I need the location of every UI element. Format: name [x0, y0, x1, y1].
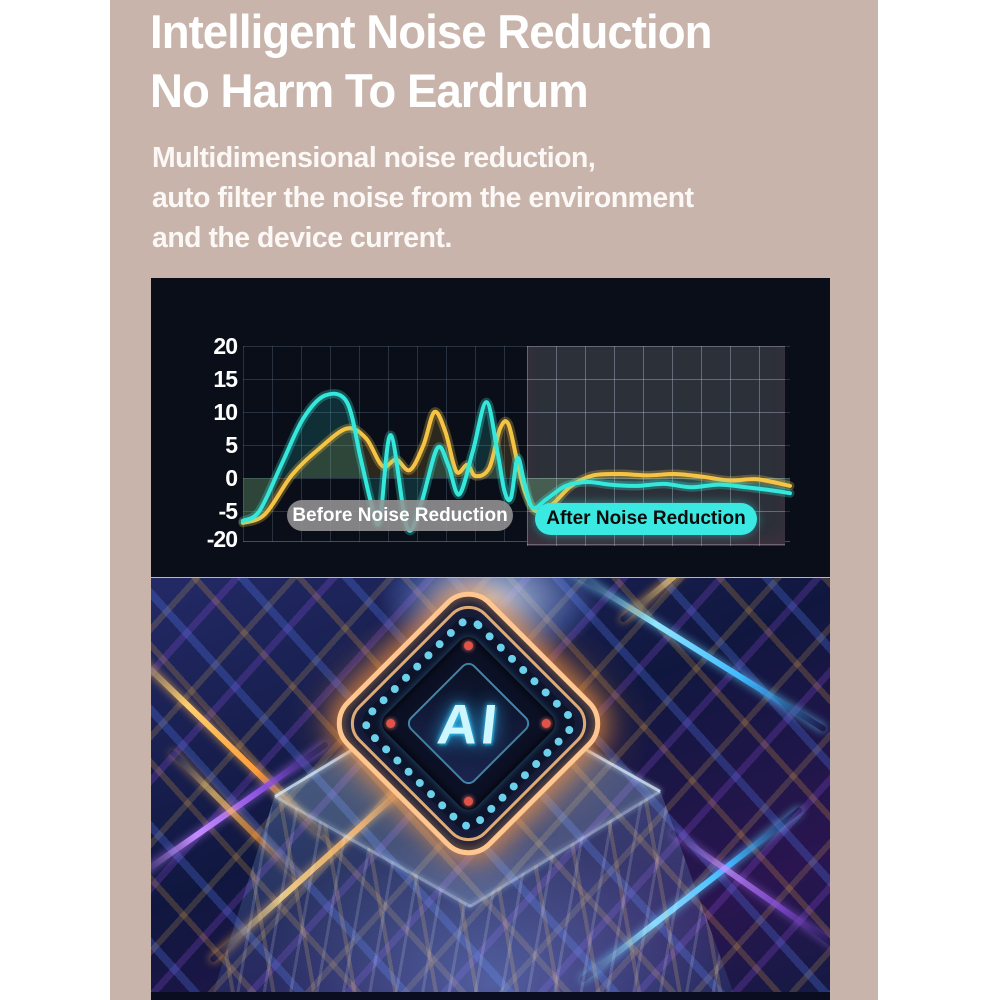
beige-card: Intelligent Noise Reduction No Harm To E… [110, 0, 878, 1000]
y-tick-label: 5 [225, 431, 238, 458]
noise-waveform [238, 389, 795, 536]
ai-label: AI [434, 692, 503, 755]
before-noise-pill: Before Noise Reduction [287, 500, 513, 531]
chip-corner-dot [462, 794, 475, 808]
y-tick-label: 15 [213, 365, 238, 392]
chip-corner-dot [384, 717, 398, 730]
after-noise-pill: After Noise Reduction [535, 503, 757, 535]
y-tick-label: 20 [213, 332, 238, 359]
bottom-shadow-band [151, 992, 830, 1000]
circuit-trace [569, 578, 828, 733]
y-tick-label: -20 [206, 525, 238, 552]
page-title: Intelligent Noise Reduction No Harm To E… [150, 2, 829, 120]
subtitle-line-1: Multidimensional noise reduction, [152, 142, 596, 174]
chip-corner-dot [462, 639, 475, 653]
title-line-2: No Harm To Eardrum [150, 64, 589, 117]
y-axis-ticks: 20 15 10 5 0 -5 -20 [177, 278, 238, 577]
y-tick-label: -5 [218, 497, 238, 524]
y-tick-label: 10 [213, 398, 238, 425]
subtitle-line-2: auto filter the noise from the environme… [152, 182, 694, 214]
subtitle: Multidimensional noise reduction, auto f… [152, 138, 799, 258]
noise-chart-panel: 20 15 10 5 0 -5 -20 Before Noise Reduction Aft… [151, 278, 830, 577]
y-tick-label: 0 [225, 464, 238, 491]
ai-chip-image: AI [151, 578, 830, 1000]
title-line-1: Intelligent Noise Reduction [150, 5, 712, 58]
chip-corner-dot [539, 717, 553, 730]
subtitle-line-3: and the device current. [152, 222, 452, 254]
